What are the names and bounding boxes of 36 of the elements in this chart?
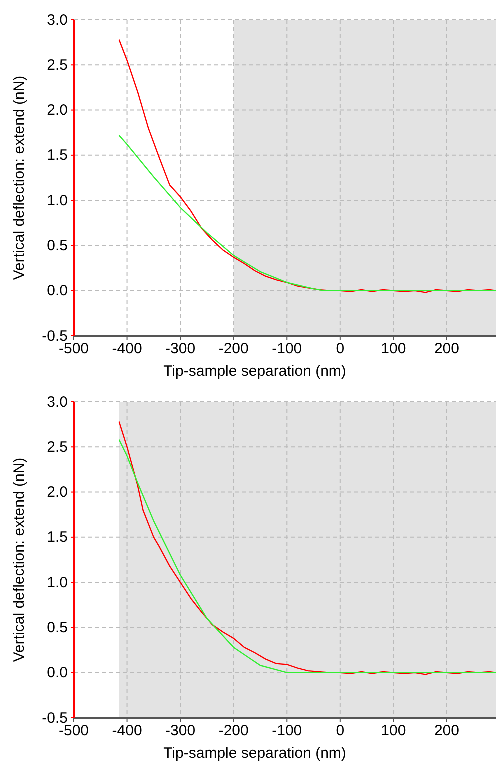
x-tick-label: 0 [336, 722, 345, 740]
y-tick-label: 1.5 [47, 529, 68, 546]
x-axis-title: Tip-sample separation (nm) [164, 745, 346, 762]
x-tick-label: 200 [434, 340, 460, 358]
x-tick-label: -400 [112, 340, 142, 358]
x-tick-label: -200 [218, 340, 249, 358]
y-axis-title: Vertical deflection: extend (nN) [11, 76, 28, 280]
line-series [118, 39, 496, 294]
y-tick-label: 2.0 [47, 484, 68, 502]
y-tick-label: 1.0 [47, 574, 68, 592]
x-tick-label: 100 [381, 722, 406, 740]
y-tick-label: 2.0 [47, 102, 68, 120]
y-tick-label: 3.0 [47, 394, 68, 411]
x-tick-label: -300 [166, 722, 196, 740]
y-tick-label: 0.0 [47, 282, 68, 300]
y-tick-label: 2.5 [47, 438, 68, 456]
x-tick-label: -200 [218, 722, 249, 740]
y-tick-label: 1.5 [47, 147, 68, 164]
x-tick-label: 0 [336, 340, 345, 358]
x-tick-label: -300 [166, 340, 196, 358]
y-tick-label: 0.5 [47, 238, 68, 255]
x-tick-label: -100 [272, 340, 302, 358]
x-tick-label: -500 [58, 722, 90, 740]
y-tick-label: 3.0 [47, 12, 68, 29]
x-tick-label: -400 [112, 722, 142, 740]
y-axis-title: Vertical deflection: extend (nN) [11, 458, 28, 662]
x-tick-label: -100 [272, 722, 302, 740]
x-tick-label: -500 [58, 340, 90, 358]
y-tick-label: 0.0 [47, 664, 68, 682]
x-tick-label: 200 [434, 722, 460, 740]
y-tick-label: 2.5 [47, 56, 68, 74]
y-tick-label: 0.5 [47, 620, 68, 637]
x-axis-title: Tip-sample separation (nm) [164, 363, 346, 380]
x-tick-label: 100 [381, 340, 406, 358]
line-series [118, 134, 496, 292]
y-tick-label: 1.0 [47, 192, 68, 210]
